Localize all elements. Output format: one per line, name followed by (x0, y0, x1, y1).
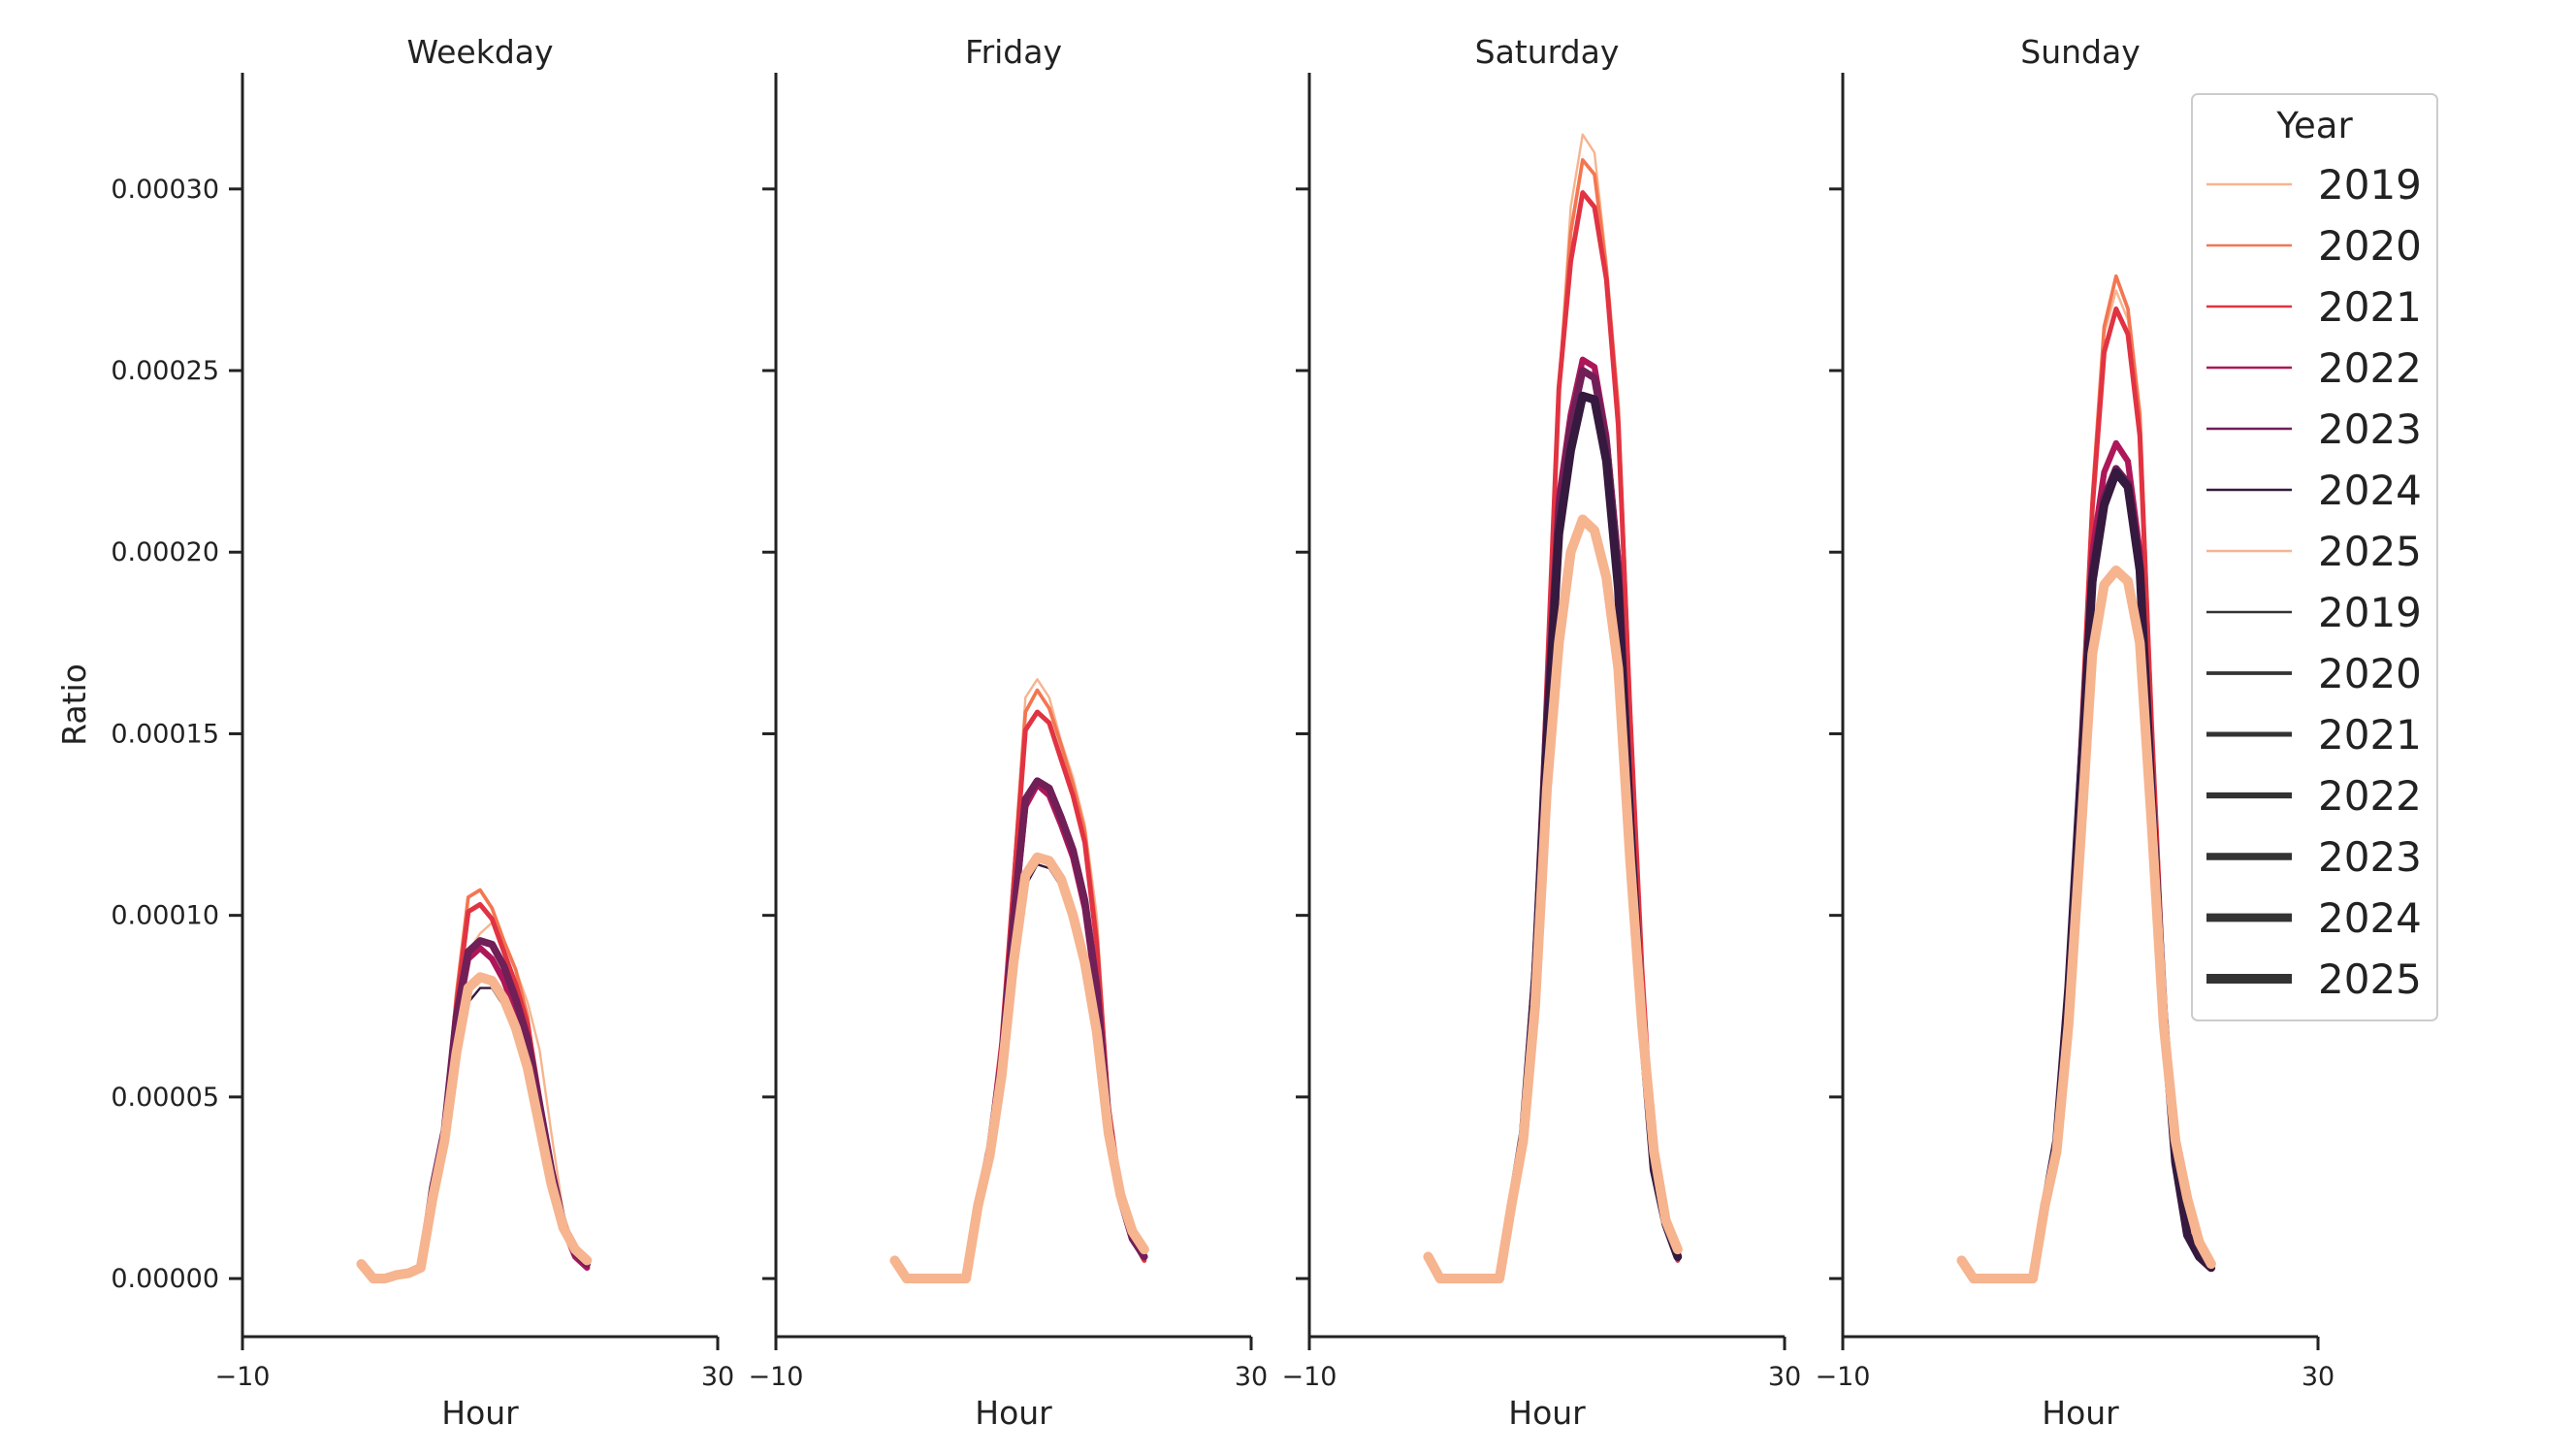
panel-sunday: Sunday −10 30 Hour (1816, 33, 2335, 1432)
panel-title: Saturday (1475, 33, 1620, 71)
legend-box (2191, 93, 2438, 1021)
series-line-2025 (889, 852, 1149, 1284)
legend-label: 2020 (2318, 650, 2422, 697)
x-tick-label: 30 (701, 1362, 734, 1392)
legend-label: 2021 (2318, 711, 2422, 759)
legend-title: Year (2275, 105, 2353, 146)
legend-label: 2019 (2318, 589, 2422, 636)
y-tick-label: 0.00005 (111, 1083, 219, 1113)
series-line-2025 (356, 972, 593, 1284)
series-line-2022 (358, 945, 591, 1282)
legend-label: 2025 (2318, 528, 2422, 575)
x-tick-label: 30 (2302, 1362, 2334, 1392)
legend-entry-size-2023: 2023 (2206, 833, 2422, 881)
legend-label: 2019 (2318, 161, 2422, 209)
series-line-2021 (359, 901, 590, 1281)
panel-title: Friday (965, 33, 1062, 71)
y-tick-label: 0.00000 (111, 1264, 219, 1294)
series-line-2023 (357, 937, 592, 1282)
x-tick-label: 30 (1235, 1362, 1268, 1392)
series-line-2025 (1423, 514, 1683, 1284)
panels: Weekday 0.00000 0.00005 0.00010 0.00015 0.000… (55, 33, 2334, 1432)
series-line-2025 (1956, 565, 2216, 1284)
x-tick-label: −10 (1816, 1362, 1871, 1392)
y-tick-label: 0.00025 (111, 356, 219, 386)
x-axis-label: Hour (975, 1394, 1052, 1432)
x-tick-label: −10 (1282, 1362, 1337, 1392)
legend-entry-size-2019: 2019 (2206, 589, 2422, 636)
legend-entry-hue-2022: 2022 (2206, 344, 2422, 392)
legend: Year 2019 2020 2021 2022 2023 2024 2025 2019 2020… (2191, 93, 2438, 1021)
legend-entry-hue-2020: 2020 (2206, 222, 2422, 270)
legend-entry-size-2024: 2024 (2206, 894, 2422, 942)
legend-entry-size-2022: 2022 (2206, 772, 2422, 820)
legend-label: 2024 (2318, 467, 2422, 514)
x-axis-label: Hour (441, 1394, 519, 1432)
legend-label: 2024 (2318, 894, 2422, 942)
series-line-2021 (892, 709, 1147, 1281)
panel-saturday: Saturday −10 30 Hour (1282, 33, 1802, 1432)
legend-entry-hue-2023: 2023 (2206, 405, 2422, 453)
x-tick-label: −10 (215, 1362, 271, 1392)
legend-entry-hue-2024: 2024 (2206, 467, 2422, 514)
y-tick-label: 0.00010 (111, 901, 219, 931)
panel-title: Sunday (2020, 33, 2140, 71)
legend-entry-size-2020: 2020 (2206, 650, 2422, 697)
y-tick-label: 0.00020 (111, 537, 219, 567)
legend-label: 2025 (2318, 955, 2422, 1003)
legend-label: 2022 (2318, 344, 2422, 392)
legend-entry-hue-2019: 2019 (2206, 161, 2422, 209)
y-tick-label: 0.00030 (111, 175, 219, 205)
panel-title: Weekday (406, 33, 553, 71)
legend-label: 2023 (2318, 405, 2422, 453)
panel-weekday: Weekday 0.00000 0.00005 0.00010 0.00015 0.000… (55, 33, 734, 1432)
legend-entry-size-2025: 2025 (2206, 955, 2422, 1003)
series-line-2024 (360, 986, 589, 1280)
legend-entry-hue-2025: 2025 (2206, 528, 2422, 575)
x-tick-label: 30 (1768, 1362, 1801, 1392)
legend-label: 2023 (2318, 833, 2422, 881)
y-tick-label: 0.00015 (111, 719, 219, 749)
legend-entry-hue-2021: 2021 (2206, 283, 2422, 331)
y-axis-label: Ratio (55, 663, 93, 746)
legend-label: 2021 (2318, 283, 2422, 331)
series-line-2023 (890, 777, 1148, 1282)
x-axis-label: Hour (2042, 1394, 2119, 1432)
legend-entry-size-2021: 2021 (2206, 711, 2422, 759)
legend-label: 2020 (2318, 222, 2422, 270)
panel-friday: Friday −10 30 Hour (749, 33, 1269, 1432)
x-tick-label: −10 (749, 1362, 804, 1392)
legend-label: 2022 (2318, 772, 2422, 820)
x-axis-label: Hour (1508, 1394, 1586, 1432)
series-line-2019 (893, 678, 1145, 1280)
